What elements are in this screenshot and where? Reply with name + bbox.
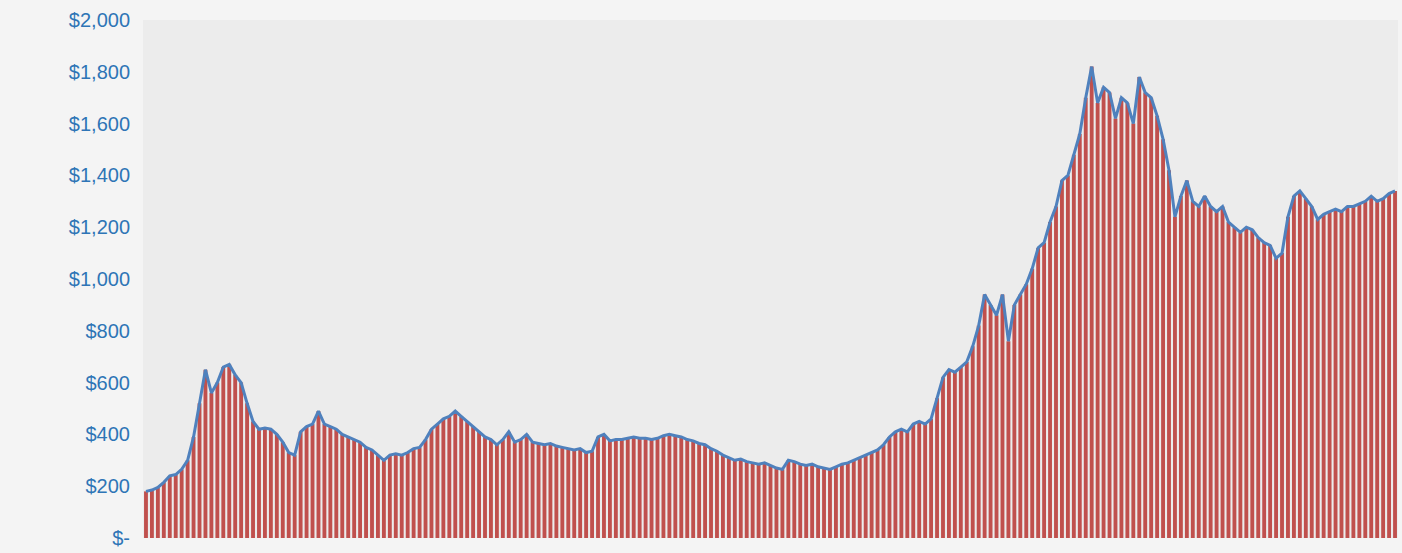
svg-text:$1,000: $1,000 — [69, 268, 130, 290]
svg-text:$200: $200 — [86, 475, 131, 497]
svg-text:$1,600: $1,600 — [69, 113, 130, 135]
svg-text:$1,800: $1,800 — [69, 61, 130, 83]
svg-text:$600: $600 — [86, 372, 131, 394]
svg-text:$800: $800 — [86, 320, 131, 342]
svg-text:$-: $- — [112, 527, 130, 549]
svg-text:$400: $400 — [86, 423, 131, 445]
svg-text:$1,200: $1,200 — [69, 216, 130, 238]
svg-text:$2,000: $2,000 — [69, 9, 130, 31]
svg-text:$1,400: $1,400 — [69, 164, 130, 186]
